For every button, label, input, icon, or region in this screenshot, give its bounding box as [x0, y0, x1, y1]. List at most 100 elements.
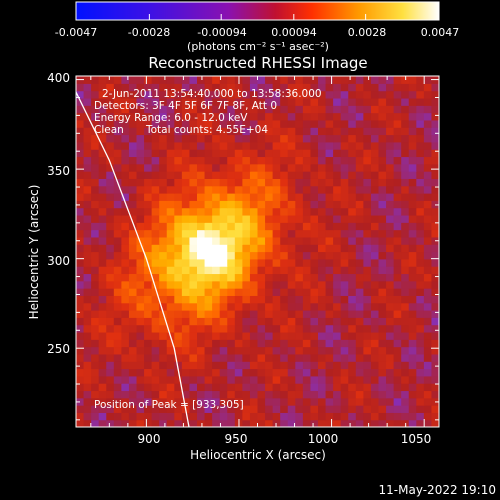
heatmap-cell [363, 200, 372, 209]
heatmap-cell [91, 185, 100, 194]
heatmap-cell [128, 419, 138, 427]
heatmap-cell [136, 178, 145, 187]
heatmap-cell [189, 339, 198, 348]
heatmap-cell [431, 185, 439, 194]
heatmap-cell [363, 97, 372, 106]
heatmap-cell [227, 112, 236, 121]
heatmap-cell [128, 141, 138, 150]
heatmap-cell [204, 200, 213, 209]
heatmap-cell [333, 288, 342, 296]
heatmap-cell [401, 229, 410, 238]
heatmap-cell [333, 97, 342, 106]
heatmap-cell [83, 405, 92, 413]
heatmap-cell [355, 339, 364, 348]
heatmap-cell [83, 178, 92, 187]
heatmap-cell [302, 251, 312, 260]
heatmap-cell [386, 90, 395, 99]
colorbar-tick-label-5: 0.0047 [421, 26, 460, 39]
heatmap-cell [378, 236, 387, 245]
heatmap-cell [98, 244, 107, 253]
heatmap-cell [189, 163, 198, 172]
heatmap-cell [136, 302, 145, 311]
heatmap-cell [295, 419, 304, 427]
heatmap-cell [408, 193, 417, 201]
heatmap-cell [91, 251, 100, 260]
heatmap-cell [280, 302, 289, 311]
heatmap-cell [151, 310, 160, 318]
heatmap-cell [393, 339, 402, 348]
heatmap-cell [76, 302, 85, 311]
heatmap-cell [159, 273, 168, 282]
heatmap-cell [212, 229, 221, 238]
heatmap-cell [128, 156, 138, 165]
heatmap-cell [212, 273, 221, 282]
heatmap-cell [189, 324, 198, 333]
heatmap-cell [280, 368, 289, 377]
heatmap-cell [378, 258, 387, 267]
heatmap-cell [423, 149, 433, 158]
heatmap-cell [272, 331, 281, 340]
heatmap-cell [76, 353, 85, 362]
heatmap-cell [106, 127, 115, 136]
heatmap-cell [181, 258, 191, 267]
heatmap-cell [408, 163, 417, 172]
heatmap-cell [136, 383, 145, 392]
info-energy: Energy Range: 6.0 - 12.0 keV [94, 112, 248, 124]
heatmap-cell [76, 163, 85, 172]
heatmap-cell [257, 236, 266, 245]
heatmap-cell [348, 273, 357, 282]
heatmap-cell [348, 214, 357, 223]
heatmap-cell [242, 236, 251, 245]
heatmap-cell [363, 266, 372, 275]
heatmap-cell [76, 339, 85, 348]
heatmap-cell [355, 178, 364, 187]
heatmap-cell [174, 280, 183, 289]
heatmap-cell [416, 185, 425, 194]
heatmap-cell [166, 193, 175, 201]
heatmap-cell [106, 412, 115, 421]
heatmap-cell [280, 83, 289, 92]
heatmap-cell [174, 185, 183, 194]
heatmap-cell [393, 105, 402, 114]
heatmap-cell [265, 127, 274, 136]
heatmap-cell [106, 266, 115, 275]
heatmap-cell [393, 236, 402, 245]
heatmap-cell [212, 419, 221, 427]
heatmap-cell [287, 134, 296, 143]
heatmap-cell [265, 141, 274, 150]
heatmap-cell [204, 390, 213, 399]
heatmap-cell [302, 244, 312, 253]
heatmap-cell [91, 419, 100, 427]
heatmap-cell [265, 222, 274, 231]
heatmap-cell [408, 119, 417, 128]
heatmap-cell [287, 324, 296, 333]
heatmap-cell [325, 368, 334, 377]
heatmap-cell [257, 302, 266, 311]
heatmap-cell [265, 302, 274, 311]
heatmap-cell [234, 317, 243, 326]
heatmap-cell [113, 127, 122, 136]
heatmap-cell [378, 331, 387, 340]
heatmap-cell [302, 193, 312, 201]
heatmap-cell [318, 112, 327, 121]
heatmap-cell [265, 258, 274, 267]
heatmap-cell [393, 127, 402, 136]
heatmap-cell [355, 236, 364, 245]
heatmap-cell [431, 302, 439, 311]
heatmap-cell [144, 149, 153, 158]
heatmap-cell [340, 405, 349, 413]
heatmap-cell [106, 405, 115, 413]
heatmap-cell [242, 317, 251, 326]
heatmap-cell [401, 236, 410, 245]
heatmap-cell [113, 397, 122, 406]
heatmap-cell [302, 266, 312, 275]
heatmap-cell [159, 185, 168, 194]
heatmap-cell [159, 397, 168, 406]
heatmap-cell [242, 324, 251, 333]
heatmap-cell [144, 163, 153, 172]
heatmap-cell [91, 375, 100, 384]
heatmap-cell [249, 200, 259, 209]
heatmap-cell [386, 134, 395, 143]
heatmap-cell [197, 76, 206, 84]
heatmap-cell [287, 97, 296, 106]
